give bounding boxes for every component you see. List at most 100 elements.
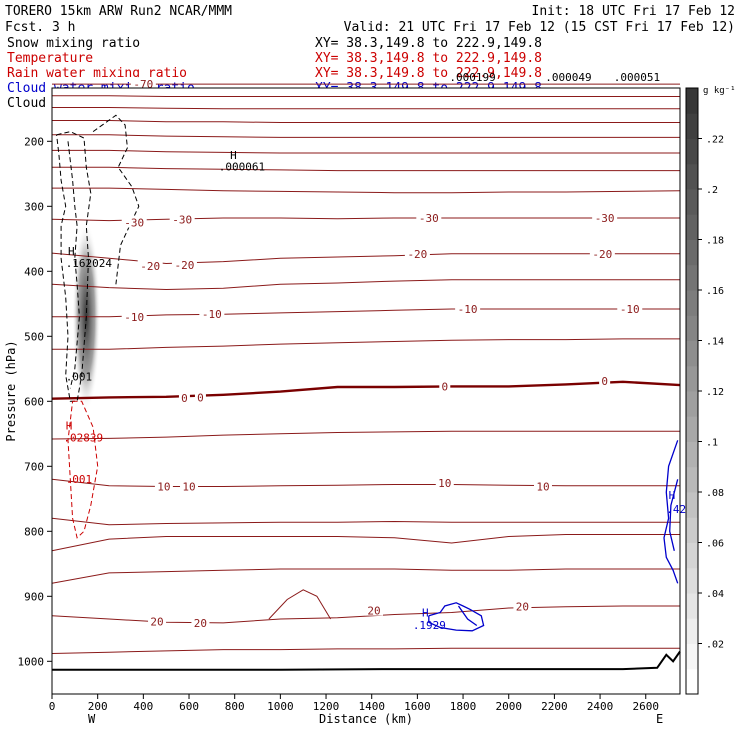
terrain-surface bbox=[52, 650, 681, 671]
temperature-contour-label: -30 bbox=[595, 212, 615, 225]
contour-label-bg bbox=[404, 246, 430, 259]
colorbar-tick-label: .2 bbox=[706, 185, 718, 196]
colorbar-tick-label: .18 bbox=[706, 236, 724, 247]
contour-label-bg bbox=[533, 479, 552, 492]
max-annotation: H bbox=[66, 419, 73, 432]
colorbar-tick-label: .22 bbox=[706, 135, 724, 146]
legend-field-xy: XY= 38.3,149.8 to 222.9,149.8 bbox=[315, 51, 542, 66]
cloud-ice-contour bbox=[92, 114, 140, 285]
colorbar-tick-label: .02 bbox=[706, 640, 724, 651]
colorbar-step bbox=[686, 618, 698, 644]
temperature-isotherm bbox=[51, 217, 680, 222]
colorbar-step bbox=[686, 492, 698, 518]
contour-label-bg bbox=[513, 599, 532, 612]
temperature-contour-label: 0 bbox=[601, 375, 608, 388]
y-tick-label: 200 bbox=[24, 135, 44, 148]
colorbar-step bbox=[686, 264, 698, 291]
contour-label-bg bbox=[617, 302, 643, 314]
x-tick-label: 2600 bbox=[632, 700, 659, 713]
contour-label-bg bbox=[180, 479, 199, 492]
contour-label-bg bbox=[191, 615, 210, 628]
temperature-contour-label: 0 bbox=[197, 391, 204, 404]
temperature-isotherm bbox=[51, 279, 680, 291]
legend-field-xy: XY= 38.3,149.8 to 222.9,149.8 bbox=[315, 66, 542, 81]
plot-frame bbox=[51, 87, 681, 695]
temperature-isotherm bbox=[51, 647, 680, 654]
temperature-contour-label: 20 bbox=[194, 617, 207, 630]
x-tick-label: 1200 bbox=[313, 700, 340, 713]
temperature-isotherm bbox=[52, 95, 680, 97]
temperature-isotherm bbox=[52, 149, 680, 154]
cloud-water-contour bbox=[663, 440, 679, 584]
x-tick-label: 2400 bbox=[587, 700, 614, 713]
x-tick-label: 1800 bbox=[450, 700, 477, 713]
max-annotation: H bbox=[230, 149, 237, 162]
y-tick-label: 900 bbox=[24, 590, 44, 603]
contour-label-bg bbox=[154, 479, 173, 492]
temperature-contour-label: 10 bbox=[536, 480, 549, 493]
west-end-label: W bbox=[88, 712, 96, 726]
legend-field-name: Temperature bbox=[7, 51, 93, 66]
temperature-contour-label: -30 bbox=[172, 213, 192, 226]
colorbar-step bbox=[686, 88, 698, 114]
colorbar-tick-label: .14 bbox=[706, 337, 724, 348]
max-annotation: H bbox=[669, 489, 676, 502]
legend-field-name: Rain water mixing ratio bbox=[7, 66, 187, 81]
colorbar-tick-label: .06 bbox=[706, 539, 724, 550]
temperature-contour-label: -10 bbox=[124, 311, 144, 324]
contour-label-bg bbox=[364, 603, 383, 616]
terrain bbox=[52, 650, 681, 671]
temperature-contour-label: 20 bbox=[150, 616, 163, 629]
cloud-water-contour bbox=[428, 602, 485, 632]
temperature-isotherm bbox=[268, 589, 332, 620]
contour-label-bg bbox=[589, 246, 615, 259]
axes: 0 200 400 600 800 1000 1200 1400 1600 1800 2000 220… bbox=[4, 87, 681, 726]
max-annotation: .000061 bbox=[219, 161, 265, 174]
cloud-water-contour bbox=[669, 479, 679, 551]
colorbar-step bbox=[686, 214, 698, 240]
y-tick-label: 500 bbox=[24, 330, 44, 343]
colorbar-step bbox=[686, 365, 698, 392]
rain-water-contour bbox=[67, 400, 99, 539]
colorbar-step bbox=[686, 189, 698, 215]
contour-label-bg bbox=[416, 211, 442, 223]
contour-label-bg bbox=[194, 390, 206, 403]
temperature-isotherm bbox=[51, 517, 680, 526]
contour-label-bg bbox=[130, 77, 156, 90]
y-tick-label: 800 bbox=[24, 525, 44, 538]
temperature-contour-label: 10 bbox=[157, 480, 170, 493]
y-tick-label: 400 bbox=[24, 265, 44, 278]
contour-label-bg bbox=[171, 257, 197, 270]
temperature-contour-label: -10 bbox=[458, 303, 478, 316]
contour-label-bg bbox=[148, 614, 167, 627]
cloud-water-contour bbox=[457, 605, 478, 627]
temperature-contour-label: -20 bbox=[140, 260, 160, 273]
snow-contour bbox=[67, 141, 80, 389]
temperature-contour-label: -20 bbox=[175, 259, 195, 272]
x-tick-label: 1400 bbox=[358, 700, 385, 713]
contour-label-bg bbox=[178, 391, 190, 404]
x-axis-label: Distance (km) bbox=[319, 712, 413, 726]
plot-area bbox=[52, 88, 680, 694]
colorbar-step bbox=[686, 315, 698, 341]
forecast-hour: Fcst. 3 h bbox=[5, 20, 75, 35]
max-annotation: .001 bbox=[66, 473, 93, 486]
colorbar-unit: g kg⁻¹ bbox=[703, 86, 736, 96]
temperature-contour-label: 0 bbox=[181, 392, 188, 405]
contour-label-bg bbox=[435, 476, 454, 489]
temperature-isotherm bbox=[51, 534, 680, 552]
colorbar-step bbox=[686, 567, 698, 594]
colorbar-step bbox=[686, 391, 698, 417]
colorbar-tick-label: .16 bbox=[706, 286, 724, 297]
max-annotation: .42 bbox=[666, 503, 686, 516]
colorbar-step bbox=[686, 593, 698, 619]
temperature-contour-label: -30 bbox=[419, 212, 439, 225]
temperature-contours bbox=[51, 83, 681, 654]
x-tick-label: 1000 bbox=[267, 700, 294, 713]
temperature-contour-label: 0 bbox=[441, 380, 448, 393]
temperature-isotherm bbox=[51, 380, 681, 400]
contour-labels: -70 -30 -30 -30 -30 -20 -20 -20 -20 -10 -10 -10 -10 0… bbox=[63, 71, 686, 632]
x-tick-label: 0 bbox=[49, 700, 56, 713]
colorbar-step bbox=[686, 542, 698, 569]
model-title: TORERO 15km ARW Run2 NCAR/MMM bbox=[5, 4, 232, 19]
